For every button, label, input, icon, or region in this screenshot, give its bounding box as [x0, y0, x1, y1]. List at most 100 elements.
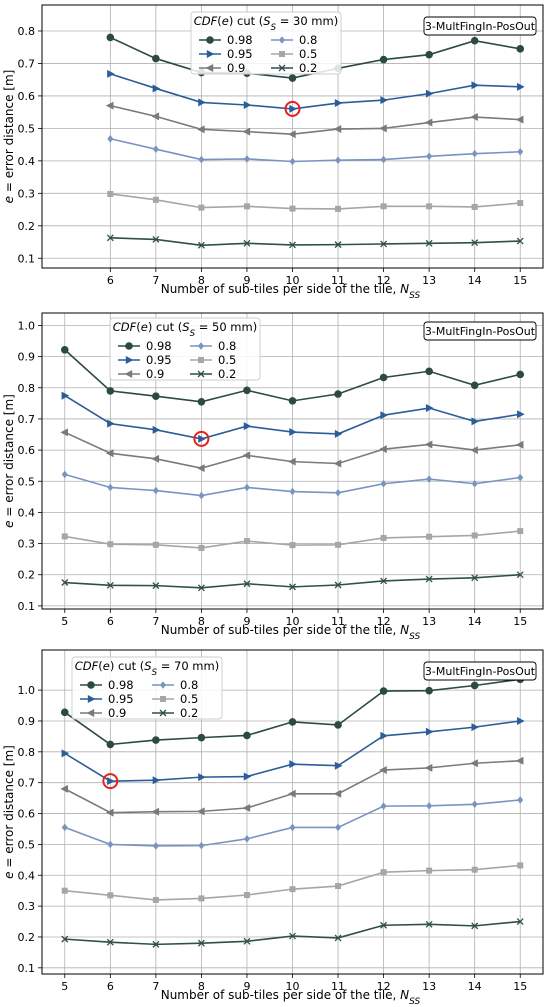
data-point: [424, 440, 433, 449]
data-point: [243, 203, 250, 210]
data-point: [517, 716, 525, 725]
data-point: [198, 155, 205, 164]
data-point: [426, 533, 433, 540]
x-tick-label: 13: [422, 615, 436, 628]
legend-marker: [206, 36, 214, 44]
y-tick-label: 0.8: [18, 382, 36, 395]
data-point: [379, 55, 388, 64]
data-point: [288, 130, 296, 139]
legend-marker: [125, 342, 133, 350]
data-point: [243, 101, 252, 110]
data-point: [334, 761, 343, 770]
y-tick-label: 0.3: [18, 900, 36, 913]
data-point: [517, 862, 524, 869]
legend-label: 0.95: [146, 353, 172, 367]
data-point: [198, 98, 206, 107]
series-0.95: [61, 716, 525, 786]
data-point: [61, 579, 69, 586]
data-point: [380, 96, 388, 105]
data-point: [379, 687, 388, 695]
x-tick-label: 9: [243, 274, 250, 287]
y-tick-label: 0.3: [18, 538, 36, 551]
x-tick-label: 8: [198, 274, 205, 287]
x-axis-label: Number of sub-tiles per side of the tile…: [161, 282, 421, 301]
data-point: [243, 892, 250, 899]
data-point: [380, 240, 388, 248]
data-point: [288, 397, 297, 405]
data-point: [198, 773, 206, 782]
data-point: [289, 428, 297, 437]
y-tick-label: 0.4: [18, 506, 36, 519]
legend-label: 0.5: [218, 353, 236, 367]
x-tick-label: 6: [107, 274, 114, 287]
data-point: [517, 147, 524, 156]
data-point: [197, 939, 205, 947]
data-point: [289, 932, 296, 940]
series-0.5: [61, 528, 524, 551]
data-point: [471, 723, 480, 732]
x-tick-label: 15: [513, 274, 527, 287]
legend-marker: [278, 64, 286, 72]
data-point: [198, 491, 205, 500]
data-point: [516, 45, 525, 53]
data-point: [379, 373, 388, 382]
data-point: [334, 581, 342, 589]
data-point: [471, 203, 478, 210]
series-line: [110, 137, 521, 163]
series-0.2: [61, 571, 524, 592]
data-point: [471, 866, 478, 873]
x-tick-label: 12: [377, 615, 391, 628]
data-point: [106, 938, 114, 946]
x-tick-label: 8: [198, 615, 205, 628]
legend-label: 0.9: [146, 367, 164, 381]
data-point: [152, 842, 159, 850]
data-point: [152, 54, 160, 63]
data-point: [197, 125, 205, 134]
data-point: [152, 425, 161, 434]
legend-item-0.5: 0.5: [152, 692, 198, 706]
data-point: [471, 479, 478, 488]
annotation-box: [423, 16, 537, 36]
legend-label: 0.9: [227, 61, 245, 75]
legend-item-0.2: 0.2: [190, 367, 236, 381]
data-point: [152, 940, 160, 948]
y-tick-label: 0.5: [18, 475, 36, 488]
data-point: [106, 581, 114, 589]
series-0.95: [61, 391, 525, 443]
data-point: [471, 149, 478, 158]
legend-marker: [279, 36, 285, 44]
series-0.9: [105, 101, 524, 139]
legend-title: CDF(e) cut (SS = 50 mm): [113, 320, 257, 339]
data-point: [335, 541, 342, 548]
data-point: [335, 883, 342, 890]
legend-marker: [86, 709, 95, 717]
x-tick-label: 14: [468, 615, 482, 628]
data-point: [334, 429, 343, 438]
y-tick-label: 0.9: [18, 351, 36, 364]
data-point: [424, 118, 433, 127]
data-point: [243, 538, 250, 545]
data-point: [288, 718, 297, 726]
data-point: [471, 417, 480, 426]
x-tick-label: 6: [107, 980, 114, 993]
legend-marker: [159, 709, 167, 717]
data-point: [425, 686, 433, 695]
data-point: [61, 391, 70, 400]
data-point: [379, 766, 387, 775]
y-tick-label: 0.5: [18, 122, 36, 135]
legend-label: 0.5: [299, 47, 317, 61]
data-point: [289, 241, 296, 249]
data-point: [151, 112, 160, 121]
data-point: [243, 937, 251, 945]
series-line: [110, 237, 521, 247]
data-point: [471, 81, 480, 90]
series-0.98: [60, 345, 525, 406]
legend-marker: [125, 356, 134, 364]
data-point: [470, 36, 479, 45]
y-tick-label: 0.7: [18, 57, 36, 70]
y-tick-label: 0.1: [18, 600, 36, 613]
data-point: [106, 234, 114, 242]
x-tick-label: 14: [468, 980, 482, 993]
legend-label: 0.5: [180, 692, 198, 706]
data-point: [107, 483, 114, 492]
